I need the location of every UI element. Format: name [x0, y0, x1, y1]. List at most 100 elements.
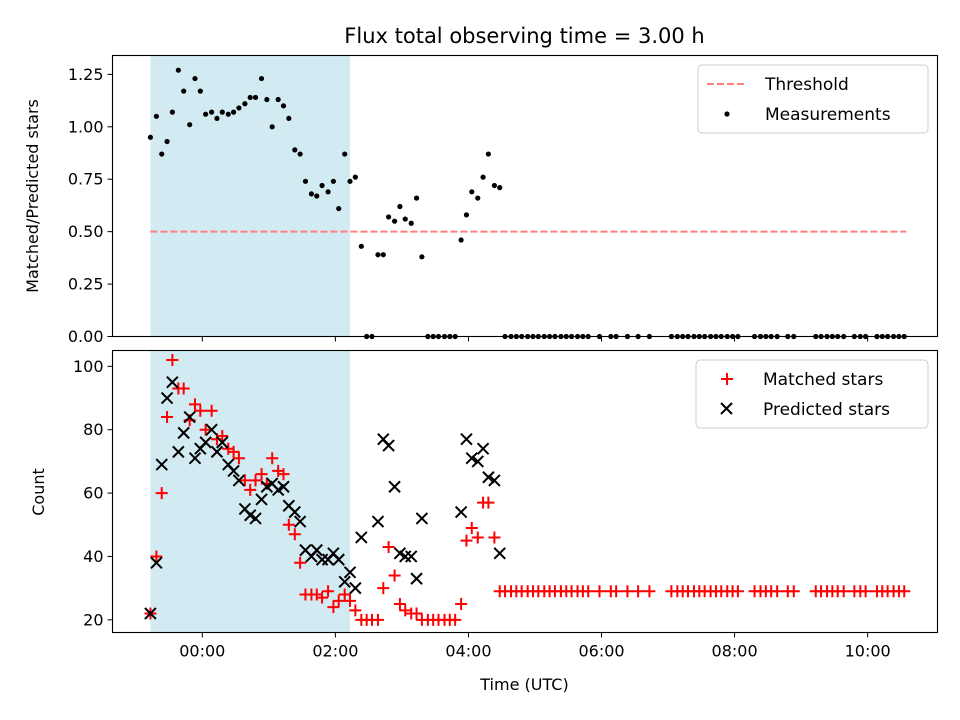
predicted-stars-point — [277, 480, 290, 493]
measurement-point — [302, 178, 309, 184]
y-tick-label: 0.75 — [68, 170, 104, 189]
matched-stars-point — [332, 594, 345, 607]
matched-stars-point — [787, 585, 800, 598]
predicted-stars-point — [310, 543, 323, 557]
matched-stars-point — [316, 591, 329, 604]
series-predicted-stars — [144, 375, 506, 620]
measurement-point — [292, 147, 298, 153]
measurement-point — [458, 237, 464, 243]
x-tick-label: 04:00 — [445, 642, 491, 661]
predicted-stars-point — [216, 436, 229, 449]
predicted-stars-point — [465, 452, 478, 465]
measurement-point — [380, 252, 386, 258]
bottom-axes: 20 40 60 80 100 00:00 02:00 04:00 06:00 08:00 10:… — [29, 349, 939, 694]
matched-stars-point — [266, 452, 279, 465]
matched-stars-point — [460, 534, 473, 547]
top-axes: 0.00 0.25 0.50 0.75 1.00 1.25 Matched/Predict… — [23, 54, 939, 346]
matched-stars-point — [344, 594, 357, 607]
measurement-point — [469, 189, 475, 195]
top-y-axis-label: Matched/Predicted stars — [23, 99, 42, 293]
threshold-legend-label: Threshold — [764, 75, 849, 95]
measurement-point — [297, 151, 303, 157]
matched-stars-point — [859, 585, 872, 598]
top-axes-frame — [111, 54, 939, 338]
predicted-stars-point — [482, 471, 495, 484]
matched-stars-point — [282, 518, 295, 531]
measurement-point — [153, 113, 160, 119]
predicted-stars-point — [355, 531, 368, 544]
predicted-stars-point — [388, 480, 401, 493]
predicted-stars-point — [249, 512, 262, 525]
measurement-point — [275, 96, 281, 103]
bottom-legend: Matched stars Predicted stars — [695, 359, 929, 429]
predicted-stars-point — [172, 445, 185, 459]
matched-stars-point — [189, 398, 201, 411]
measurement-point — [181, 88, 187, 94]
predicted-stars-point — [288, 505, 302, 519]
measurement-point — [247, 94, 253, 101]
x-tick-label: 10:00 — [845, 642, 891, 661]
y-tick-label: 1.25 — [68, 65, 104, 84]
matched-stars-point — [277, 468, 290, 481]
predicted-stars-point — [454, 505, 468, 519]
matched-stars-point — [238, 474, 251, 487]
matched-stars-point — [643, 585, 656, 598]
measurement-point — [463, 212, 470, 218]
x-tick-label: 06:00 — [578, 642, 624, 661]
predicted-stars-point — [410, 572, 423, 585]
matched-stars-point — [166, 354, 179, 367]
predicted-stars-point — [476, 442, 490, 455]
matched-stars-point — [393, 597, 406, 610]
matched-legend-label: Matched stars — [763, 370, 883, 390]
measurement-point — [192, 75, 198, 82]
predicted-stars-point — [150, 556, 163, 569]
predicted-stars-point — [160, 391, 174, 405]
measurement-point — [325, 189, 331, 195]
measurement-point — [164, 138, 170, 145]
measurement-point — [214, 115, 220, 122]
matched-stars-point — [227, 445, 240, 458]
x-tick-label: 08:00 — [712, 642, 758, 661]
predicted-stars-point — [227, 464, 240, 478]
y-tick-label: 60 — [83, 484, 103, 503]
measurement-point — [242, 101, 248, 107]
predicted-stars-point — [205, 423, 218, 436]
measurement-point — [352, 174, 358, 180]
bottom-x-ticks: 00:00 02:00 04:00 06:00 08:00 10:00 — [179, 632, 891, 661]
predicted-stars-point — [144, 607, 157, 620]
x-tick-label: 00:00 — [179, 642, 225, 661]
matched-stars-point — [610, 585, 623, 598]
matched-stars-point — [632, 585, 645, 598]
chart-title: Flux total observing time = 3.00 h — [344, 24, 704, 48]
matched-stars-point — [150, 550, 163, 563]
matched-stars-point — [327, 601, 340, 614]
matched-stars-point — [199, 423, 212, 436]
bottom-y-ticks: 20 40 60 80 100 — [73, 357, 113, 629]
measurement-point — [397, 203, 403, 210]
matched-stars-point — [482, 496, 495, 509]
measurement-point — [225, 111, 231, 117]
measurement-point — [159, 151, 165, 157]
measurement-point — [175, 67, 181, 73]
measurement-point — [342, 151, 348, 157]
measurement-point — [408, 220, 414, 226]
measurement-point — [319, 182, 325, 189]
matched-stars-point — [377, 582, 390, 595]
matched-stars-point — [410, 607, 423, 620]
matched-stars-point — [455, 597, 468, 610]
predicted-legend-swatch — [720, 402, 733, 415]
measurement-point — [169, 109, 175, 115]
matched-stars-point — [898, 585, 911, 598]
predicted-stars-point — [183, 410, 196, 424]
matched-stars-point — [161, 411, 174, 424]
predicted-stars-point — [488, 474, 501, 487]
y-tick-label: 20 — [83, 610, 103, 629]
measurement-point — [286, 115, 292, 122]
matched-stars-point — [244, 483, 257, 496]
matched-stars-point — [771, 585, 784, 598]
measurements-legend-label: Measurements — [765, 105, 891, 125]
measurement-point — [491, 182, 497, 189]
measurement-point — [375, 252, 381, 258]
series-matched-stars — [144, 354, 911, 626]
